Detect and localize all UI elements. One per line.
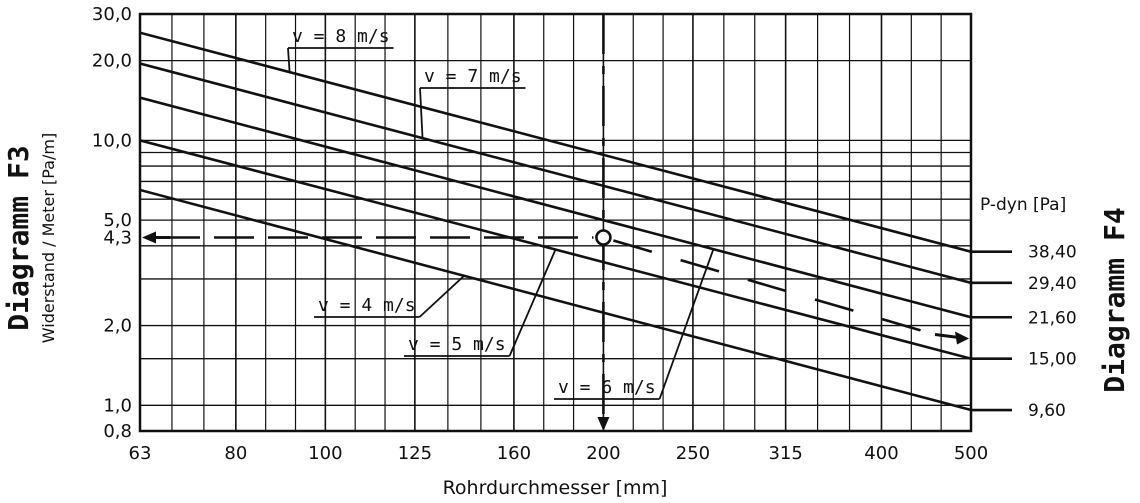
reading-layer [142, 14, 969, 431]
right-header: P-dyn [Pa] [980, 195, 1066, 215]
x-tick-labels: 63 80 100 125 160 200 250 315 400 500 [129, 443, 989, 464]
reading-arrow-down [597, 417, 610, 431]
series-line-2 [140, 96, 971, 319]
x-tick-label: 100 [308, 443, 342, 464]
y-tick-label: 0,8 [103, 421, 132, 442]
velocity-leader-0 [287, 47, 291, 73]
left-diagram-title: Diagramm F3 [2, 145, 35, 330]
x-tick-label: 80 [224, 443, 247, 464]
y-tick-label: 5,0 [103, 210, 132, 231]
pdyn-label-4: 9,60 [1028, 401, 1066, 421]
y-tick-label: 20,0 [92, 51, 132, 72]
x-tick-label: 63 [129, 443, 152, 464]
reading-arrow-left [142, 231, 156, 244]
y-axis-label: Widerstand / Meter [Pa/m] [39, 133, 58, 343]
x-tick-label: 400 [864, 443, 898, 464]
x-tick-label: 500 [954, 443, 988, 464]
y-tick-label: 30,0 [92, 4, 132, 25]
y-tick-label: 2,0 [103, 316, 132, 337]
pdyn-label-2: 21,60 [1028, 308, 1077, 328]
x-tick-label: 125 [398, 443, 432, 464]
reading-diagonal-dash [613, 239, 936, 336]
grid [138, 12, 973, 433]
series-line-0 [140, 31, 971, 253]
reading-arrow-right [955, 331, 969, 345]
velocity-leader-4 [418, 275, 465, 318]
pdyn-label-3: 15,00 [1028, 350, 1077, 370]
reading-point-marker [595, 229, 612, 246]
y-tick-label: 10,0 [92, 130, 132, 151]
velocity-labels: v = 8 m/s v = 7 m/s v = 6 m/s v = 5 m/s v = … [287, 26, 715, 400]
velocity-label-2: v = 6 m/s [558, 377, 656, 398]
right-diagram-title: Diagramm F4 [1098, 207, 1131, 392]
reading-arrow-right-stem [934, 333, 960, 340]
series-line-1 [140, 62, 971, 285]
velocity-label-1: v = 7 m/s [424, 66, 522, 87]
x-axis-label: Rohrdurchmesser [mm] [443, 477, 668, 499]
velocity-leader-3 [508, 249, 557, 357]
velocity-label-3: v = 5 m/s [408, 334, 506, 355]
x-tick-label: 160 [497, 443, 531, 464]
y-tick-label: 1,0 [103, 395, 132, 416]
velocity-label-4: v = 4 m/s [318, 295, 416, 316]
y-tick-label: 4,3 [103, 228, 132, 249]
velocity-leader-2 [658, 248, 715, 400]
velocity-leader-1 [419, 87, 424, 139]
series-line-4 [140, 188, 971, 412]
pdyn-label-1: 29,40 [1028, 274, 1077, 294]
x-tick-label: 315 [768, 443, 802, 464]
x-tick-label: 250 [676, 443, 710, 464]
x-tick-label: 200 [586, 443, 620, 464]
series-layer [140, 31, 971, 412]
velocity-label-0: v = 8 m/s [292, 26, 390, 47]
pdyn-label-0: 38,40 [1028, 243, 1077, 263]
pdyn-labels: 38,40 29,40 21,60 15,00 9,60 [971, 243, 1077, 421]
y-tick-labels: 30,0 20,0 10,0 5,04,3 2,0 1,0 0,8 [92, 4, 132, 442]
